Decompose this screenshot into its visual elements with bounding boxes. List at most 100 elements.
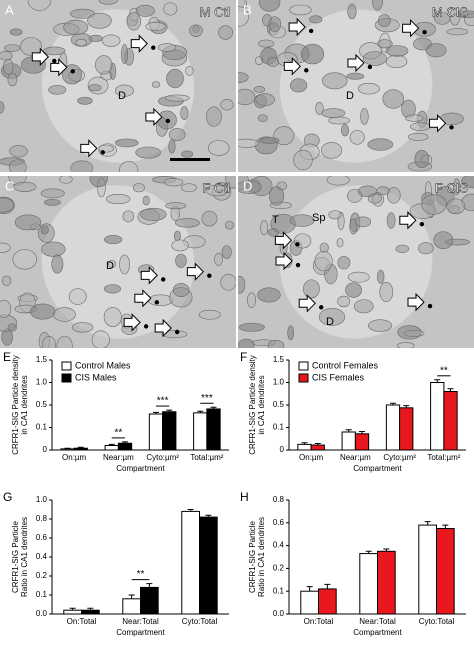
bar (73, 447, 88, 451)
particle (427, 303, 433, 309)
organelle (103, 307, 122, 327)
particle (319, 305, 324, 310)
organelle (238, 138, 260, 148)
particle (161, 277, 166, 282)
y-tick-label: 1.5 (273, 355, 285, 364)
error-bar (64, 447, 71, 449)
organelle (9, 144, 28, 158)
bar (206, 408, 221, 451)
x-tick-label: Total:µm² (427, 453, 460, 462)
organelle (56, 335, 73, 348)
error-bar (403, 405, 410, 408)
organelle (257, 287, 281, 303)
annotation: T (272, 214, 279, 226)
error-bar (324, 583, 331, 589)
organelle (63, 19, 89, 36)
y-tick-label: 0.1 (36, 423, 48, 432)
organelle (1, 275, 12, 286)
micrograph: B M CIS D (238, 0, 474, 172)
x-tick-label: Near:µm (340, 453, 371, 462)
x-tick-label: On:µm (299, 453, 324, 462)
particle (419, 222, 425, 227)
organelle (53, 307, 76, 322)
x-axis-label: Compartment (353, 628, 402, 637)
organelle (151, 81, 161, 88)
organelle (9, 28, 23, 36)
organelle (453, 178, 461, 196)
panel-letter: E (3, 350, 11, 364)
bar (162, 411, 177, 451)
organelle (353, 299, 374, 314)
bar (300, 590, 319, 615)
x-tick-label: Near:Total (359, 617, 396, 626)
organelle (13, 181, 37, 192)
organelle (173, 230, 181, 241)
particle (165, 118, 171, 124)
particle (295, 262, 301, 268)
organelle (371, 0, 384, 11)
organelle (51, 254, 64, 274)
y-axis-label: CRFR1-SIG Particle (248, 520, 257, 593)
condition-label: F CIS (435, 180, 469, 195)
arrow (407, 292, 425, 312)
y-tick-label: 1.0 (36, 378, 48, 387)
organelle (206, 106, 222, 127)
organelle (101, 34, 121, 47)
bar (399, 407, 414, 451)
organelle (107, 259, 117, 269)
organelle (43, 198, 61, 206)
organelle (258, 39, 275, 48)
arrow (154, 318, 172, 338)
organelle (461, 176, 474, 189)
x-tick-label: On:Total (304, 617, 334, 626)
arrow (429, 114, 447, 133)
organelle (382, 89, 405, 109)
organelle (321, 108, 346, 118)
y-tick-label: 0.1 (273, 423, 285, 432)
arrow (80, 139, 98, 158)
organelle (0, 50, 13, 61)
error-bar (69, 607, 76, 611)
organelle (267, 56, 279, 67)
legend-swatch (61, 361, 72, 371)
error-bar (301, 442, 308, 445)
panel-letter: F (240, 350, 247, 364)
x-axis-label: Compartment (116, 628, 165, 637)
organelle (360, 107, 369, 125)
annotation: Sp (312, 212, 325, 224)
organelle (4, 44, 21, 52)
y-tick-label: 0 (280, 445, 285, 454)
organelle (68, 288, 87, 305)
organelle (118, 161, 139, 172)
organelle (328, 116, 351, 125)
organelle (168, 128, 186, 141)
bar (148, 413, 164, 451)
organelle (75, 38, 88, 47)
organelle (205, 184, 229, 197)
y-tick-label: 0.4 (36, 552, 48, 561)
organelle (161, 330, 188, 339)
particle (154, 300, 160, 305)
organelle (433, 231, 454, 250)
organelle (7, 72, 18, 87)
organelle (336, 238, 344, 248)
y-tick-label: 0.1 (36, 590, 48, 599)
bar (81, 609, 100, 615)
organelle (267, 228, 279, 237)
bar (418, 524, 438, 615)
particle (52, 58, 57, 64)
arrow (50, 58, 68, 77)
arrow (283, 57, 301, 76)
organelle (181, 183, 197, 193)
y-tick-label: 1.5 (36, 355, 48, 364)
legend-swatch (298, 373, 309, 383)
organelle (59, 176, 73, 184)
organelle (293, 149, 313, 171)
organelle (165, 202, 187, 210)
organelle (132, 183, 145, 193)
error-bar (128, 594, 135, 599)
particle (70, 69, 75, 74)
bar (354, 433, 370, 451)
organelle (163, 2, 178, 16)
bar (63, 609, 82, 615)
